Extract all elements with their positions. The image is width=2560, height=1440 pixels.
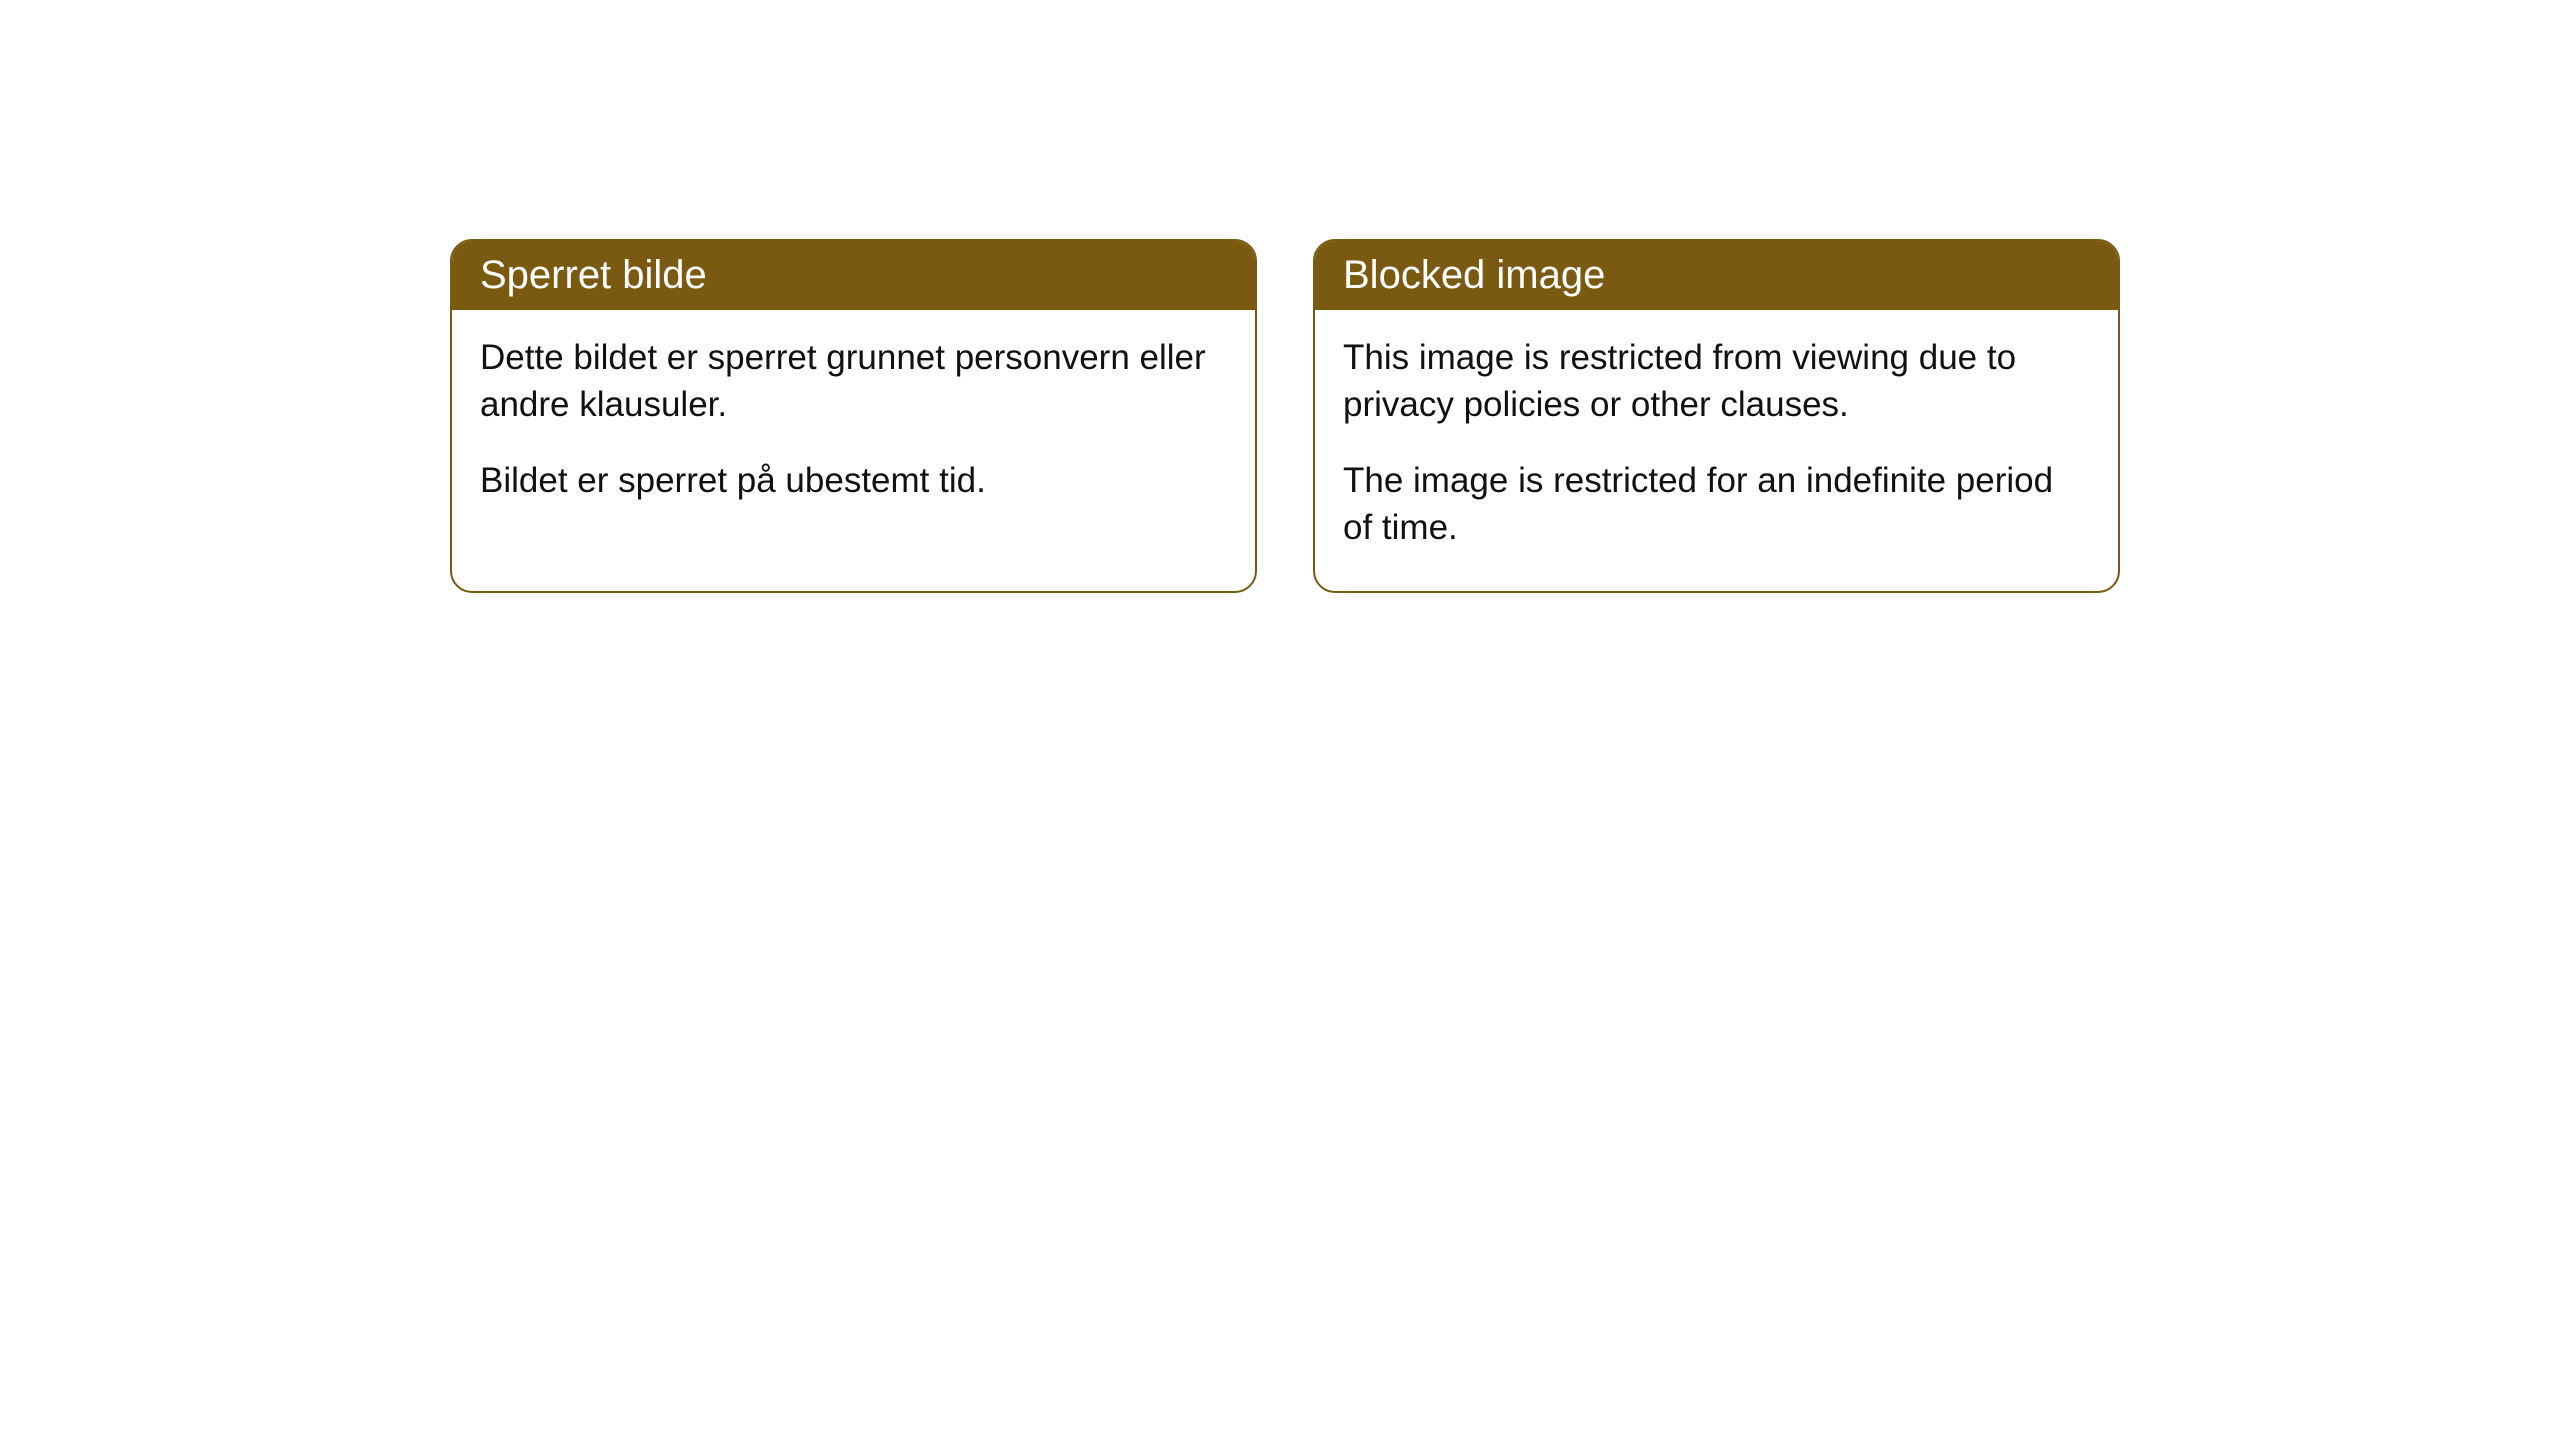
notice-card-no: Sperret bilde Dette bildet er sperret gr… [450,239,1257,593]
notice-paragraph: The image is restricted for an indefinit… [1343,457,2090,552]
notice-card-body: Dette bildet er sperret grunnet personve… [452,310,1255,544]
notice-paragraph: Bildet er sperret på ubestemt tid. [480,457,1227,504]
notice-card-title: Blocked image [1315,241,2118,310]
notice-paragraph: Dette bildet er sperret grunnet personve… [480,334,1227,429]
notice-card-title: Sperret bilde [452,241,1255,310]
notice-card-body: This image is restricted from viewing du… [1315,310,2118,591]
notice-paragraph: This image is restricted from viewing du… [1343,334,2090,429]
notice-card-en: Blocked image This image is restricted f… [1313,239,2120,593]
notice-card-row: Sperret bilde Dette bildet er sperret gr… [450,239,2120,593]
